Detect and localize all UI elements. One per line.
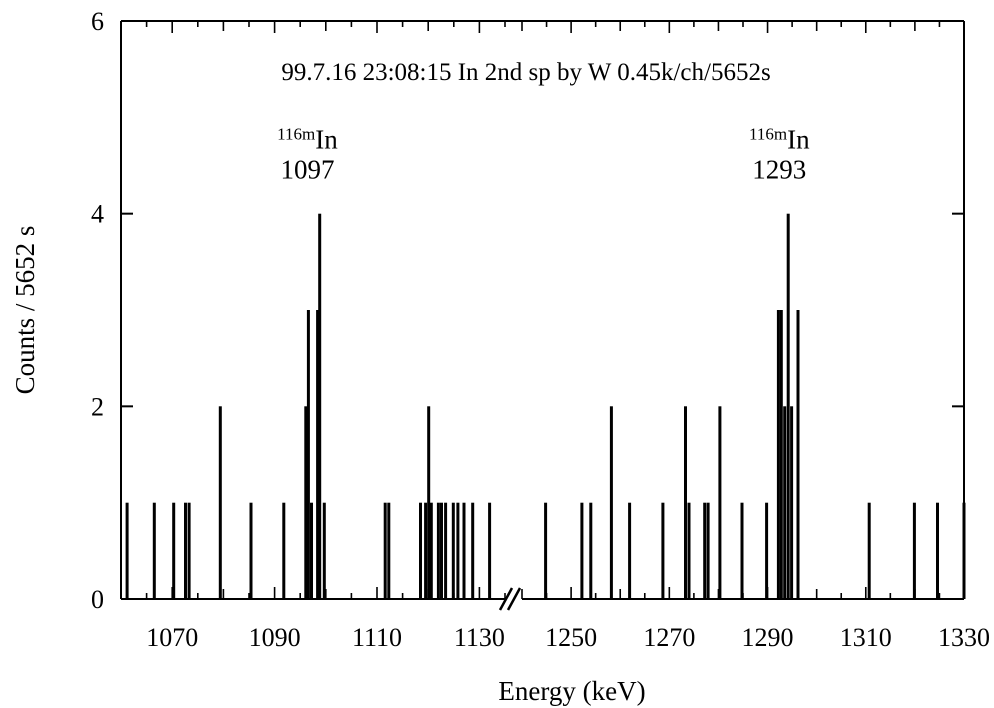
y-tick-label: 6 — [91, 7, 104, 36]
bar — [740, 502, 744, 599]
bar — [436, 502, 440, 599]
bar — [187, 502, 191, 599]
bar — [419, 502, 422, 599]
bar — [684, 406, 687, 599]
bar — [718, 406, 722, 599]
y-tick-label: 4 — [91, 200, 104, 229]
bar — [427, 406, 431, 599]
bar — [218, 406, 222, 599]
chart-title: 99.7.16 23:08:15 In 2nd sp by W 0.45k/ch… — [281, 59, 770, 86]
bar — [125, 502, 129, 599]
bar — [424, 502, 428, 599]
x-tick-label: 1250 — [545, 623, 597, 652]
isotope-symbol: In — [787, 125, 810, 155]
bar — [628, 502, 632, 599]
bar — [589, 502, 593, 599]
bar — [282, 502, 286, 599]
bar — [322, 502, 326, 599]
bar — [387, 502, 391, 599]
bar — [962, 502, 966, 599]
bar — [456, 502, 460, 599]
bar — [488, 502, 492, 599]
bar — [249, 502, 253, 599]
bar — [867, 502, 871, 599]
x-tick-label: 1270 — [643, 623, 695, 652]
bar — [172, 502, 176, 599]
x-axis-label: Energy (keV) — [498, 676, 645, 706]
bar — [687, 502, 691, 599]
bar — [184, 502, 187, 599]
bar — [429, 502, 433, 599]
axes: 0 2 4 6 1070 1090 1110 1130 1250 1270 1290 1310 1330 — [91, 7, 990, 652]
peak-isotope-label: 116mIn — [749, 125, 810, 155]
bar-series — [125, 213, 966, 599]
x-tick-label: 1090 — [249, 623, 301, 652]
bar — [152, 502, 156, 599]
bar — [544, 502, 548, 599]
bar — [765, 502, 769, 599]
y-axis-label: Counts / 5652 s — [10, 226, 40, 395]
x-tick-label: 1330 — [938, 623, 990, 652]
y-tick-label: 2 — [91, 392, 104, 421]
x-tick-label: 1310 — [840, 623, 892, 652]
bar — [444, 502, 448, 599]
bar — [786, 213, 790, 599]
x-tick-label: 1290 — [742, 623, 794, 652]
x-tick-label: 1130 — [454, 623, 505, 652]
bar — [790, 406, 794, 599]
bar — [316, 310, 320, 599]
bar — [310, 502, 313, 599]
bar — [706, 502, 710, 599]
plot-frame — [120, 20, 965, 611]
bar — [783, 406, 787, 599]
axis-break-mark — [498, 587, 514, 611]
bar — [383, 502, 387, 599]
axis-break-mark — [506, 587, 522, 611]
bar — [912, 502, 916, 599]
isotope-mass-number: 116m — [749, 125, 787, 144]
bar — [580, 502, 584, 599]
bar — [306, 310, 310, 599]
bar — [936, 502, 939, 599]
isotope-symbol: In — [315, 125, 338, 155]
bar — [471, 502, 475, 599]
x-tick-label: 1070 — [146, 623, 198, 652]
bar — [776, 310, 780, 599]
y-tick-label: 0 — [91, 585, 104, 614]
peak-isotope-label: 116mIn — [277, 125, 338, 155]
x-tick-label: 1110 — [352, 623, 402, 652]
bar — [440, 502, 443, 599]
peak-energy-label: 1097 — [280, 155, 334, 185]
bar — [318, 213, 322, 599]
bar — [661, 502, 665, 599]
bar — [609, 406, 613, 599]
isotope-mass-number: 116m — [277, 125, 315, 144]
bar — [703, 502, 707, 599]
bar — [779, 310, 783, 599]
peak-energy-label: 1293 — [752, 155, 806, 185]
bar — [451, 502, 455, 599]
bar — [796, 310, 800, 599]
bar — [462, 502, 466, 599]
bar — [304, 406, 308, 599]
